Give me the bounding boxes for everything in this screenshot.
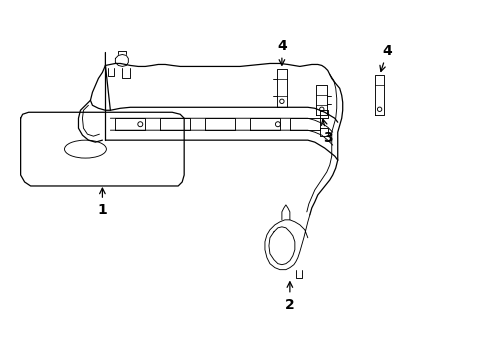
Text: 4: 4	[379, 44, 392, 71]
Text: 1: 1	[97, 188, 107, 217]
Text: 3: 3	[321, 119, 332, 145]
Text: 2: 2	[285, 282, 294, 311]
Text: 4: 4	[276, 39, 286, 65]
